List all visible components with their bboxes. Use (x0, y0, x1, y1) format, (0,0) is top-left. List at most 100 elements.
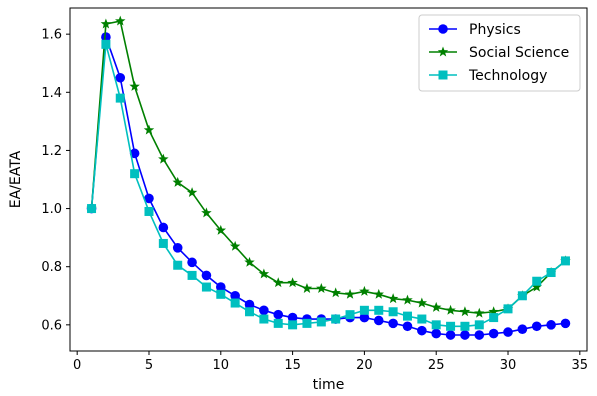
series-line (90, 20, 566, 315)
axes-frame (69, 7, 588, 352)
y-tick-label: 0.6 (41, 318, 62, 333)
data-point (244, 256, 255, 267)
data-point (359, 312, 370, 323)
data-point (230, 290, 240, 301)
data-point (531, 321, 542, 332)
data-point (431, 328, 442, 339)
data-point (344, 288, 356, 299)
legend-box (418, 14, 581, 92)
data-point (101, 39, 111, 49)
data-point (445, 330, 456, 340)
series-line (90, 44, 566, 328)
data-point (331, 314, 341, 324)
series-line (90, 36, 566, 336)
data-point (417, 325, 427, 336)
data-point (144, 193, 154, 204)
data-point (229, 240, 241, 251)
y-tick-label: 0.8 (41, 260, 62, 275)
series-physics (86, 32, 571, 340)
x-tick-label: 0 (73, 358, 81, 373)
data-point (517, 291, 527, 301)
data-point (546, 268, 556, 278)
data-point (216, 289, 226, 299)
x-tick-label: 20 (356, 358, 373, 373)
data-point (445, 304, 456, 315)
data-point (87, 204, 97, 214)
data-point (230, 298, 240, 308)
data-point (359, 285, 370, 296)
x-axis-label: time (313, 377, 345, 393)
y-tick-label: 1.4 (41, 86, 62, 101)
plot-area (86, 15, 571, 340)
data-point (488, 328, 499, 339)
data-point (172, 243, 183, 253)
legend-label: Social Science (469, 45, 569, 61)
data-point (115, 93, 125, 103)
data-point (215, 224, 227, 235)
data-point (316, 283, 327, 293)
data-point (101, 32, 111, 42)
data-point (459, 306, 471, 317)
legend-entry: Social Science (429, 45, 569, 61)
y-tick-label: 1.2 (41, 144, 62, 159)
data-point (201, 207, 212, 218)
data-point (460, 330, 470, 340)
x-tick-label: 5 (145, 358, 153, 373)
data-point (215, 282, 226, 292)
data-point (158, 222, 169, 233)
legend-marker (438, 70, 448, 80)
x-tick-label: 10 (213, 358, 230, 373)
legend-entry: Technology (429, 68, 547, 84)
data-point (503, 327, 513, 337)
series-social-science (86, 15, 571, 318)
data-point (143, 124, 155, 135)
data-point (273, 277, 284, 288)
data-point (187, 270, 197, 280)
data-point (402, 321, 413, 332)
y-axis-label: EA/EATA (8, 150, 24, 208)
data-point (416, 297, 428, 308)
data-point (446, 321, 456, 331)
data-point (302, 318, 312, 328)
data-point (532, 276, 542, 286)
data-point (330, 287, 341, 298)
data-point (402, 311, 412, 321)
data-point (158, 153, 169, 164)
legend-marker (438, 24, 448, 34)
data-point (374, 305, 384, 315)
data-point (172, 176, 183, 187)
data-point (345, 310, 355, 320)
data-point (201, 282, 211, 292)
data-point (273, 318, 283, 328)
data-point (388, 307, 398, 317)
data-point (245, 307, 255, 317)
data-point (100, 18, 112, 29)
data-point (560, 318, 571, 329)
data-point (115, 72, 126, 83)
data-point (259, 305, 269, 316)
data-point (287, 312, 298, 323)
data-point (560, 256, 570, 266)
data-point (173, 260, 183, 270)
data-point (373, 315, 384, 326)
data-point (489, 313, 499, 323)
data-point (373, 288, 384, 299)
data-point (186, 187, 198, 198)
series-technology (87, 39, 570, 331)
data-point (129, 80, 140, 91)
data-point (546, 320, 556, 330)
data-point (288, 320, 298, 330)
data-point (130, 169, 140, 179)
y-tick-label: 1.0 (41, 202, 62, 217)
axes: 0 5 10 15 20 25 30 35 0.6 0.8 1.0 1.2 1.4 1.6 (41, 7, 588, 373)
x-tick-label: 15 (284, 358, 301, 373)
data-point (129, 148, 140, 159)
legend-marker (437, 46, 449, 57)
data-point (517, 324, 528, 334)
data-point (388, 318, 398, 329)
data-point (273, 309, 284, 320)
x-tick-label: 25 (428, 358, 445, 373)
x-tick-label: 30 (500, 358, 517, 373)
data-point (474, 330, 485, 340)
